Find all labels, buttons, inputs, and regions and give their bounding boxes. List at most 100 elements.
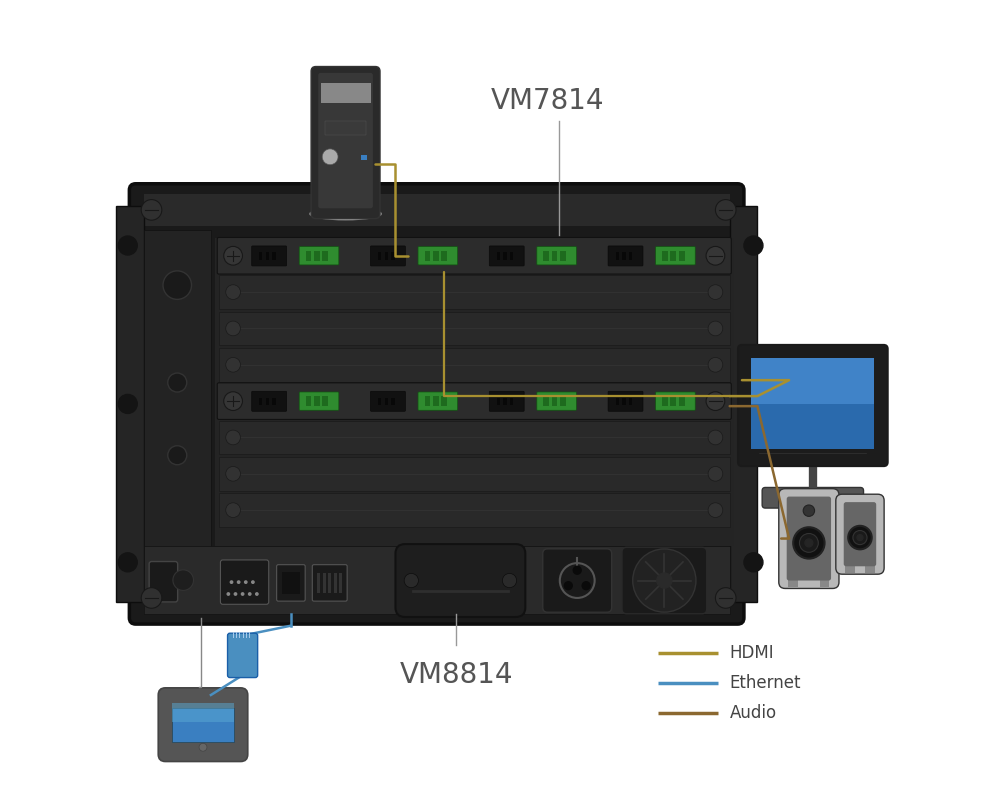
- Bar: [172, 708, 234, 741]
- Circle shape: [237, 581, 240, 583]
- Circle shape: [256, 592, 258, 596]
- Circle shape: [199, 743, 207, 751]
- Bar: [730, 206, 757, 602]
- FancyBboxPatch shape: [158, 687, 248, 762]
- Bar: [543, 396, 549, 406]
- Circle shape: [708, 430, 723, 445]
- Bar: [328, 573, 331, 593]
- Circle shape: [706, 392, 725, 410]
- Bar: [552, 251, 557, 261]
- FancyBboxPatch shape: [312, 565, 347, 601]
- Bar: [385, 253, 388, 260]
- Circle shape: [709, 249, 722, 262]
- Bar: [339, 573, 342, 593]
- Bar: [219, 348, 730, 382]
- FancyBboxPatch shape: [779, 489, 839, 588]
- Circle shape: [226, 357, 240, 372]
- Bar: [215, 238, 734, 546]
- Bar: [510, 253, 513, 260]
- Bar: [820, 579, 829, 587]
- Bar: [662, 396, 668, 406]
- Text: VM7814: VM7814: [491, 87, 604, 115]
- Circle shape: [744, 553, 763, 572]
- FancyBboxPatch shape: [311, 67, 380, 219]
- FancyBboxPatch shape: [318, 73, 373, 208]
- Text: Audio: Audio: [730, 704, 777, 722]
- Bar: [385, 398, 388, 405]
- Circle shape: [633, 549, 696, 612]
- FancyBboxPatch shape: [299, 392, 339, 410]
- Text: VM8814: VM8814: [400, 661, 513, 689]
- Bar: [378, 253, 381, 260]
- Bar: [306, 396, 311, 406]
- Bar: [425, 251, 430, 261]
- Bar: [433, 396, 439, 406]
- FancyBboxPatch shape: [608, 246, 643, 266]
- Text: Ethernet: Ethernet: [730, 674, 801, 691]
- Bar: [116, 206, 144, 602]
- Bar: [679, 396, 685, 406]
- Bar: [219, 421, 730, 454]
- Bar: [560, 251, 566, 261]
- Bar: [391, 253, 395, 260]
- Bar: [441, 396, 447, 406]
- Circle shape: [141, 588, 162, 608]
- Bar: [497, 253, 500, 260]
- Bar: [172, 703, 234, 722]
- Bar: [751, 358, 874, 404]
- Bar: [629, 253, 632, 260]
- FancyBboxPatch shape: [622, 547, 707, 614]
- Ellipse shape: [310, 208, 381, 220]
- Bar: [314, 251, 320, 261]
- Bar: [865, 565, 875, 573]
- Bar: [266, 398, 269, 405]
- Bar: [543, 251, 549, 261]
- Circle shape: [234, 592, 237, 596]
- Circle shape: [708, 503, 723, 517]
- Bar: [219, 312, 730, 345]
- FancyBboxPatch shape: [543, 549, 612, 612]
- Bar: [503, 398, 507, 405]
- Circle shape: [226, 321, 240, 336]
- FancyBboxPatch shape: [762, 487, 864, 508]
- Circle shape: [226, 285, 240, 299]
- Bar: [679, 251, 685, 261]
- Bar: [144, 546, 730, 614]
- Circle shape: [118, 236, 137, 255]
- Bar: [616, 253, 619, 260]
- Circle shape: [709, 394, 722, 408]
- Circle shape: [715, 588, 736, 608]
- FancyBboxPatch shape: [277, 565, 305, 601]
- Circle shape: [502, 573, 517, 588]
- Bar: [334, 573, 337, 593]
- Bar: [552, 396, 557, 406]
- FancyBboxPatch shape: [217, 383, 731, 420]
- FancyBboxPatch shape: [787, 497, 831, 581]
- FancyBboxPatch shape: [418, 246, 458, 265]
- Bar: [272, 398, 276, 405]
- Circle shape: [230, 581, 233, 583]
- Bar: [144, 230, 211, 582]
- FancyBboxPatch shape: [836, 494, 884, 574]
- FancyBboxPatch shape: [418, 392, 458, 410]
- Circle shape: [803, 505, 815, 516]
- Circle shape: [708, 357, 723, 372]
- Circle shape: [226, 503, 240, 517]
- FancyBboxPatch shape: [656, 246, 695, 265]
- Bar: [751, 358, 874, 449]
- FancyBboxPatch shape: [371, 391, 405, 411]
- Bar: [662, 251, 668, 261]
- Circle shape: [168, 446, 187, 465]
- Circle shape: [118, 553, 137, 572]
- Circle shape: [163, 271, 192, 299]
- Circle shape: [249, 592, 251, 596]
- FancyBboxPatch shape: [228, 634, 258, 678]
- Text: HDMI: HDMI: [730, 645, 774, 662]
- Circle shape: [657, 573, 672, 588]
- FancyBboxPatch shape: [844, 502, 876, 566]
- Bar: [272, 253, 276, 260]
- Circle shape: [708, 466, 723, 482]
- Bar: [560, 396, 566, 406]
- Bar: [433, 251, 439, 261]
- Bar: [282, 572, 300, 594]
